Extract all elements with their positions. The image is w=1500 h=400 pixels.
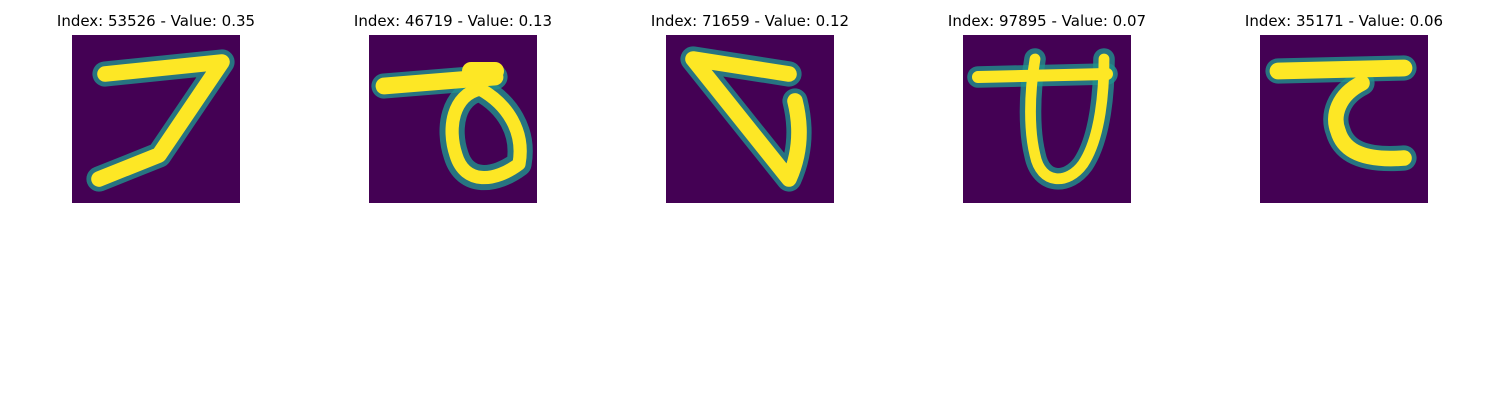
digit-image-wedge: [666, 35, 834, 203]
digit-image-bar-hook: [1260, 35, 1428, 203]
panel-title: Index: 46719 - Value: 0.13: [353, 12, 553, 30]
digit-image-bar-oval: [963, 35, 1131, 203]
panel-title: Index: 71659 - Value: 0.12: [650, 12, 850, 30]
digit-image-seven: [72, 35, 240, 203]
panel-title: Index: 53526 - Value: 0.35: [56, 12, 256, 30]
panel-title: Index: 35171 - Value: 0.06: [1244, 12, 1444, 30]
panel-title: Index: 97895 - Value: 0.07: [947, 12, 1147, 30]
digit-image-bar-loop: [369, 35, 537, 203]
